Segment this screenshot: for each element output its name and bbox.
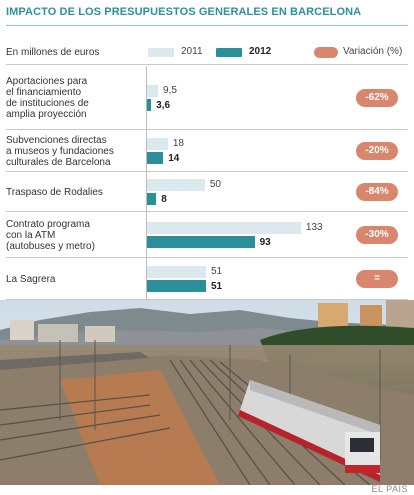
category-label: Contrato programa con la ATM (autobuses y …	[6, 219, 141, 252]
value-label-2011: 133	[305, 222, 323, 233]
category-label: Subvenciones directas a museos y fundacio…	[6, 135, 141, 168]
bar-2012	[147, 152, 164, 164]
legend-divider	[6, 64, 408, 65]
bar-2011	[147, 179, 205, 191]
bar-2011	[147, 222, 301, 234]
value-label-2011: 50	[209, 179, 221, 190]
variation-badge: -30%	[356, 226, 398, 244]
row-divider	[6, 171, 408, 172]
category-label-line: culturales de Barcelona	[6, 156, 111, 168]
value-label-2012: 14	[168, 153, 180, 164]
axis-line	[146, 66, 147, 300]
category-label-line: Contrato programa	[6, 218, 90, 230]
category-label: Aportaciones para el financiamiento de ins…	[6, 76, 141, 120]
category-label-line: Aportaciones para	[6, 75, 88, 87]
category-label-line: La Sagrera	[6, 273, 56, 285]
value-label-2012: 3,6	[156, 99, 171, 111]
legend-label-2011: 2011	[181, 46, 203, 57]
category-label-line: de instituciones de	[6, 97, 89, 109]
chart-title: IMPACTO DE LOS PRESUPUESTOS GENERALES EN…	[6, 6, 408, 26]
category-label-line: a museos y fundaciones	[6, 145, 114, 157]
bar-2011	[147, 138, 168, 150]
legend-swatch-2011	[148, 48, 174, 57]
variation-badge: =	[356, 270, 398, 288]
bar-2012	[147, 193, 157, 205]
variation-badge: -62%	[356, 88, 398, 107]
value-label-2012: 93	[259, 237, 271, 248]
row-divider	[6, 257, 408, 258]
row-divider	[6, 211, 408, 212]
value-label-2012: 51	[211, 281, 223, 292]
bar-2012	[147, 280, 206, 292]
bar-2012	[147, 236, 255, 248]
row-divider	[6, 129, 408, 130]
category-label-line: Subvenciones directas	[6, 134, 107, 146]
legend-swatch-2012	[216, 48, 242, 57]
variation-badge: -20%	[356, 142, 398, 160]
legend-label-2012: 2012	[249, 46, 272, 57]
legend-pill-variation	[314, 47, 338, 58]
bar-2011	[147, 84, 158, 97]
bar-2011	[147, 266, 206, 278]
category-label-line: amplia proyección	[6, 108, 87, 120]
credit-label: EL PAÍS	[371, 484, 408, 494]
rail-yard-photo	[0, 300, 414, 485]
value-label-2012: 8	[161, 194, 167, 205]
variation-badge: -84%	[356, 183, 398, 201]
category-label: Traspaso de Rodalies	[6, 187, 141, 198]
value-label-2011: 51	[211, 266, 223, 277]
legend-label-variation: Variación (%)	[343, 46, 403, 57]
category-label-line: Traspaso de Rodalies	[6, 186, 103, 198]
row-divider	[6, 299, 408, 300]
category-label: La Sagrera	[6, 274, 141, 285]
units-label: En millones de euros	[6, 47, 100, 58]
category-label-line: el financiamiento	[6, 86, 82, 98]
bar-2012	[147, 98, 152, 111]
category-label-line: con la ATM	[6, 229, 56, 241]
value-label-2011: 9,5	[162, 84, 177, 96]
category-label-line: (autobuses y metro)	[6, 240, 95, 252]
value-label-2011: 18	[172, 138, 184, 149]
